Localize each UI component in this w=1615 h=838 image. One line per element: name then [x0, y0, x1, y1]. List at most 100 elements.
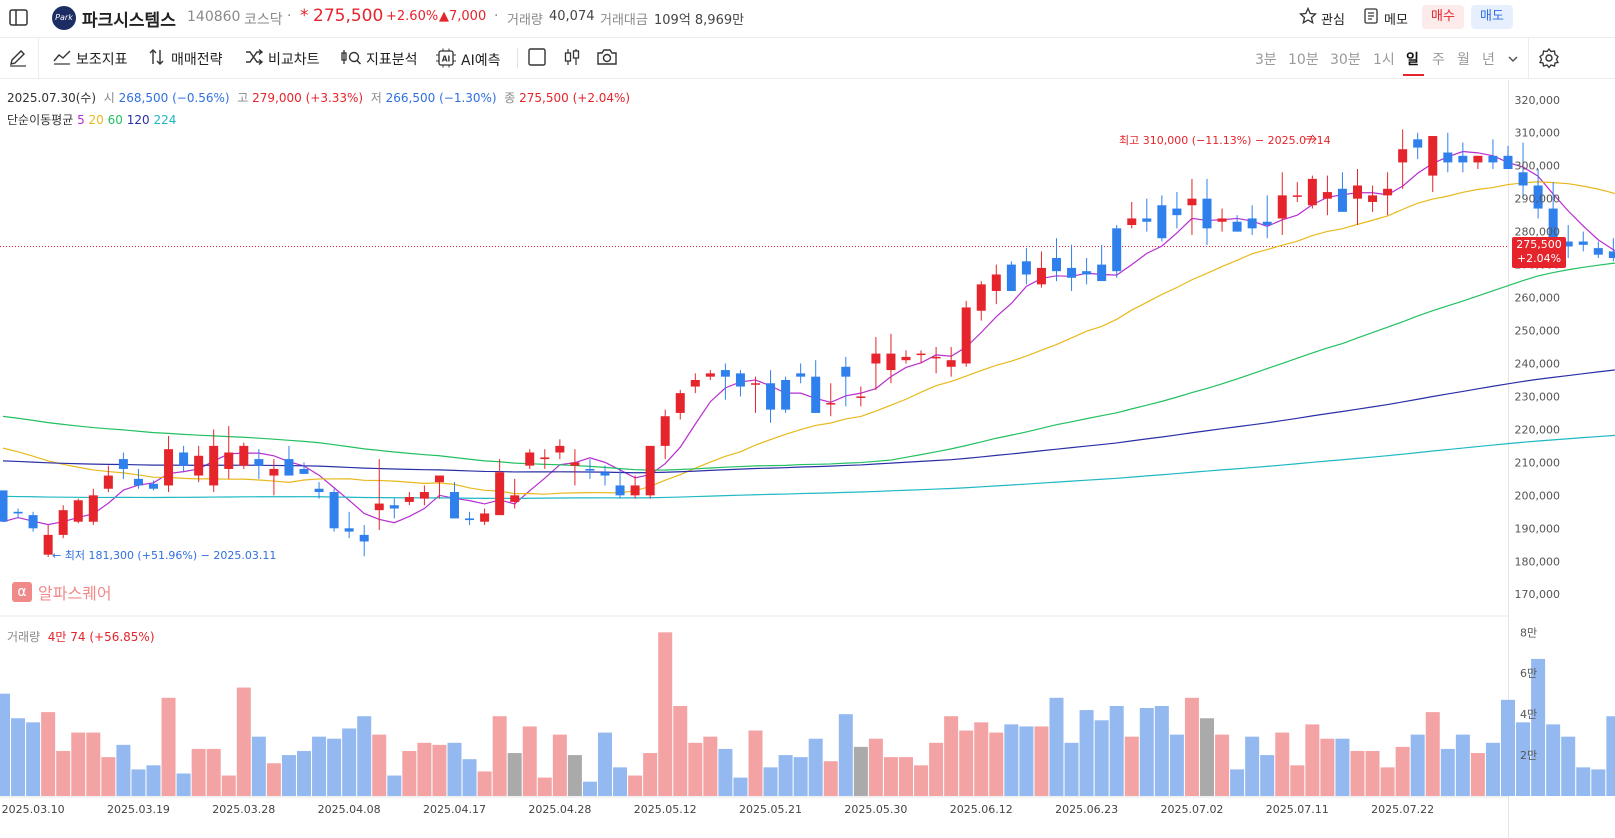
draw-pen-icon[interactable]	[8, 48, 28, 72]
volume-bar	[1049, 697, 1064, 796]
period-30min[interactable]: 30분	[1330, 52, 1361, 68]
candle-body	[901, 356, 911, 361]
volume-bar	[823, 761, 838, 796]
volume-bar	[1546, 724, 1561, 796]
camera-icon[interactable]	[596, 47, 618, 71]
candle-body	[961, 307, 971, 364]
volume-tick-label: 4만	[1520, 708, 1537, 721]
ma-60: 60	[107, 113, 123, 127]
date-tick-label: 2025.07.22	[1371, 803, 1434, 816]
candle-body	[1383, 188, 1393, 196]
volume-bar	[206, 748, 221, 796]
date-tick-label: 2025.06.23	[1055, 803, 1118, 816]
indicators-button[interactable]: 보조지표	[52, 48, 128, 70]
volume-bar	[462, 759, 477, 796]
volume-bar	[191, 748, 206, 796]
candle-body	[555, 445, 565, 453]
candle-body	[751, 383, 760, 385]
candle-body	[1368, 195, 1378, 202]
volume-bar	[808, 738, 823, 796]
volume-bar	[41, 712, 56, 796]
line-chart-type-icon[interactable]	[527, 47, 547, 71]
volume-bar	[342, 728, 357, 796]
volume-bar	[673, 705, 688, 796]
volume-bar	[778, 755, 793, 796]
compare-button[interactable]: 비교차트	[244, 48, 320, 70]
candle-body	[374, 503, 384, 511]
volume-bar	[899, 757, 913, 796]
period-month[interactable]: 월	[1457, 52, 1470, 68]
volume-bar	[703, 736, 718, 796]
candle-body	[1578, 241, 1588, 245]
ohlc-info-line: 2025.07.30(수) 시 268,500 (−0.56%) 고 279,0…	[7, 89, 630, 106]
candlesticks	[0, 129, 1615, 557]
candle-body	[525, 452, 535, 466]
candle-body	[1307, 178, 1317, 206]
candle-body	[164, 449, 174, 486]
compare-label: 비교차트	[268, 52, 320, 68]
candle-body	[991, 274, 1001, 291]
candle-body	[1127, 218, 1137, 226]
candle-body	[841, 366, 851, 377]
candle-body	[329, 492, 339, 529]
volume-bar	[372, 734, 387, 796]
price-tick-label: 210,000	[1515, 456, 1561, 469]
watermark-text: 알파스퀘어	[38, 584, 112, 603]
price-tick-label: 320,000	[1515, 94, 1561, 107]
ai-predict-button[interactable]: AI AI예측	[435, 48, 500, 72]
period-day[interactable]: 일	[1406, 52, 1419, 68]
indicators-label: 보조지표	[76, 52, 128, 68]
price-tick-label: 200,000	[1515, 489, 1561, 502]
price-tick-label: 290,000	[1515, 193, 1561, 206]
period-week[interactable]: 주	[1432, 52, 1445, 68]
volume-info: 거래량 4만 74 (+56.85%)	[7, 628, 155, 645]
volume-bar	[944, 716, 959, 796]
volume-bar	[1184, 697, 1199, 796]
period-3min[interactable]: 3분	[1255, 52, 1277, 68]
current-price: 275,500	[313, 6, 384, 26]
price-tick-label: 280,000	[1515, 226, 1561, 239]
candle-body	[1337, 188, 1347, 212]
high-value: 279,000 (+3.33%)	[252, 91, 364, 105]
candle-body	[1082, 271, 1092, 275]
period-10min[interactable]: 10분	[1288, 52, 1319, 68]
candle-body	[495, 472, 505, 516]
volume-bar	[1410, 734, 1425, 796]
candle-body	[796, 373, 806, 377]
volume-bar	[266, 763, 281, 796]
date-tick-label: 2025.03.10	[2, 803, 65, 816]
sidebar-toggle-icon[interactable]	[8, 7, 30, 29]
strategy-button[interactable]: 매매전략	[147, 48, 223, 70]
settings-gear-icon[interactable]	[1538, 47, 1560, 73]
change-percent: +2.60%	[386, 9, 439, 24]
buy-button[interactable]: 매수	[1422, 5, 1464, 29]
period-year[interactable]: 년	[1482, 52, 1495, 68]
ma-line-224	[2, 434, 1615, 499]
volume-tick-label: 2만	[1520, 749, 1537, 762]
candle-body	[1413, 139, 1423, 148]
candle-body	[1443, 152, 1453, 163]
favorite-button[interactable]: 관심	[1298, 6, 1345, 29]
analysis-button[interactable]: 지표분석	[340, 48, 418, 70]
volume-bar	[1215, 734, 1230, 796]
volume-bars	[0, 632, 1615, 796]
period-1hour[interactable]: 1시	[1373, 52, 1395, 68]
candle-body	[254, 459, 264, 466]
candle-body	[1292, 195, 1302, 197]
chevron-down-icon[interactable]	[1506, 51, 1520, 70]
candle-chart-type-icon[interactable]	[562, 47, 582, 71]
volume-bar	[26, 722, 41, 796]
candle-body	[615, 485, 625, 496]
sell-button[interactable]: 매도	[1471, 5, 1513, 29]
company-logo: Park	[52, 6, 76, 30]
volume-bar	[1380, 767, 1395, 796]
candle-body	[1097, 264, 1107, 282]
chart-toolbar: 보조지표 매매전략 비교차트 지표분석 AI AI예측 3분 10분 30분 1…	[0, 38, 1615, 79]
price-tick-label: 250,000	[1515, 325, 1561, 338]
alpha-logo-icon: α	[12, 582, 32, 602]
analysis-magnifier-icon	[340, 48, 362, 70]
volume-bar	[1531, 658, 1546, 796]
memo-button[interactable]: 메모	[1362, 7, 1408, 29]
volume-bar	[1425, 712, 1440, 796]
